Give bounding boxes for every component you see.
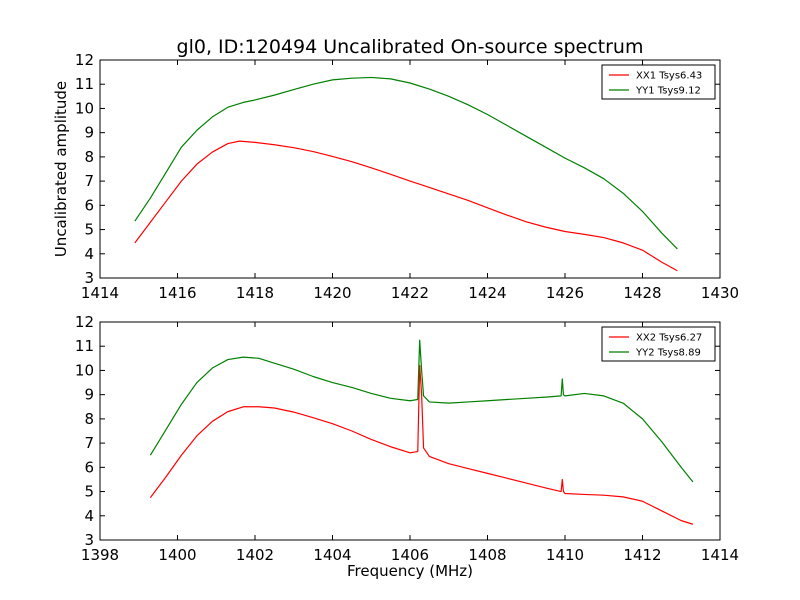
- x-tick-label: 1412: [623, 546, 661, 564]
- y-tick-label: 4: [84, 507, 94, 525]
- x-tick-label: 1402: [236, 546, 274, 564]
- x-tick-label: 1408: [468, 546, 506, 564]
- x-tick-label: 1418: [236, 284, 274, 302]
- x-tick-label: 1428: [623, 284, 661, 302]
- x-tick-label: 1416: [158, 284, 196, 302]
- series-group: [149, 339, 694, 525]
- y-axis-label: Uncalibrated amplitude: [52, 81, 70, 257]
- legend-label: YY2 Tsys8.89: [635, 348, 701, 359]
- x-tick-label: 1414: [81, 284, 119, 302]
- y-tick-label: 3: [84, 531, 94, 549]
- y-tick-label: 3: [84, 269, 94, 287]
- chart-title: gl0, ID:120494 Uncalibrated On-source sp…: [177, 36, 644, 58]
- y-tick-label: 4: [84, 245, 94, 263]
- x-tick-label: 1398: [81, 546, 119, 564]
- y-tick-label: 6: [84, 196, 94, 214]
- y-tick-label: 8: [84, 148, 94, 166]
- x-tick-label: 1424: [468, 284, 506, 302]
- x-tick-label: 1400: [158, 546, 196, 564]
- y-tick-label: 9: [84, 124, 94, 142]
- y-tick-label: 7: [84, 172, 94, 190]
- y-tick-label: 10: [75, 99, 94, 117]
- y-tick-label: 11: [75, 337, 94, 355]
- y-tick-label: 12: [75, 51, 94, 69]
- y-tick-label: 12: [75, 313, 94, 331]
- x-tick-label: 1414: [701, 546, 739, 564]
- legend-label: YY1 Tsys9.12: [635, 86, 701, 97]
- x-tick-label: 1422: [391, 284, 429, 302]
- legend-label: XX2 Tsys6.27: [636, 333, 702, 344]
- x-tick-label: 1430: [701, 284, 739, 302]
- y-tick-label: 10: [75, 361, 94, 379]
- y-tick-label: 5: [84, 483, 94, 501]
- x-tick-label: 1406: [391, 546, 429, 564]
- legend-box: [601, 326, 716, 362]
- y-tick-label: 11: [75, 75, 94, 93]
- series-line-xx: [149, 365, 694, 525]
- legend-box: [601, 64, 716, 100]
- series-line-yy: [134, 76, 678, 250]
- x-tick-label: 1420: [313, 284, 351, 302]
- x-axis-label: Frequency (MHz): [347, 562, 473, 580]
- series-group: [134, 76, 678, 272]
- y-tick-label: 7: [84, 434, 94, 452]
- legend-label: XX1 Tsys6.43: [636, 71, 702, 82]
- y-tick-label: 9: [84, 386, 94, 404]
- y-tick-label: 6: [84, 458, 94, 476]
- x-tick-label: 1404: [313, 546, 351, 564]
- series-line-xx: [134, 140, 678, 272]
- y-tick-label: 8: [84, 410, 94, 428]
- x-tick-label: 1410: [546, 546, 584, 564]
- series-line-yy: [149, 339, 694, 483]
- bottom-panel: 1398 1400 1402 1404 1406 1408 1410 1412 1414 3 4 5 6…: [75, 313, 739, 580]
- top-panel: 1414 1416 1418 1420 1422 1424 1426 1428 1430 3 4 5 6…: [52, 51, 739, 302]
- y-tick-label: 5: [84, 221, 94, 239]
- x-tick-label: 1426: [546, 284, 584, 302]
